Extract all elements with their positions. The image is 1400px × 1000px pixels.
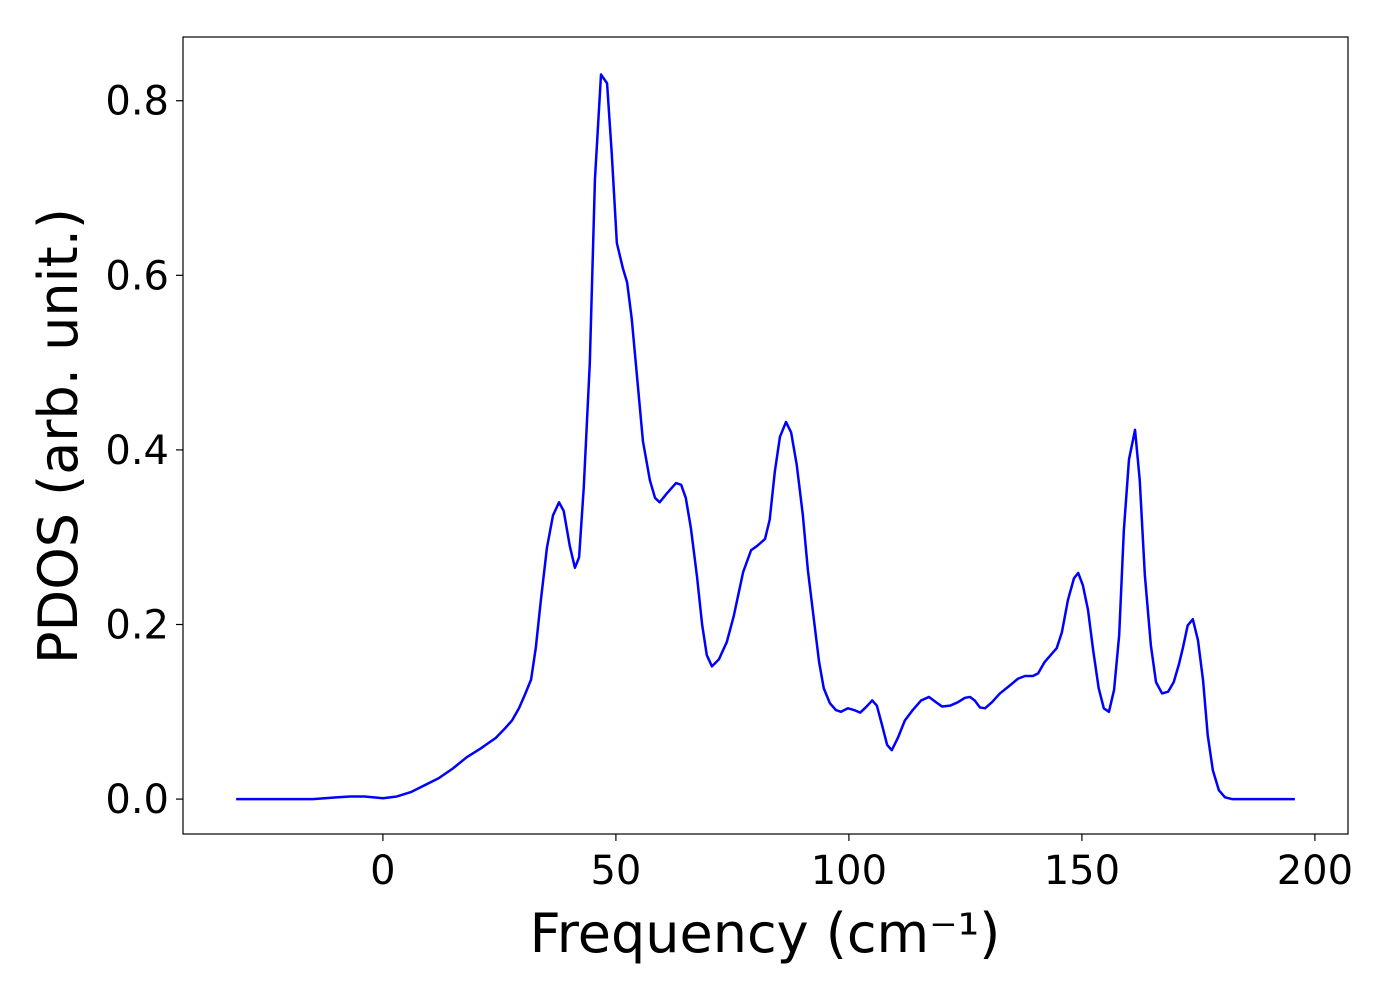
y-tick-label: 0.0 bbox=[105, 777, 169, 823]
y-axis-label: PDOS (arb. unit.) bbox=[27, 208, 90, 664]
x-tick-label: 200 bbox=[1277, 848, 1353, 894]
x-tick-label: 100 bbox=[811, 848, 887, 894]
y-tick-label: 0.4 bbox=[105, 428, 169, 474]
data-line bbox=[236, 73, 1295, 801]
y-tick-label: 0.8 bbox=[105, 79, 169, 125]
x-tick-label: 150 bbox=[1044, 848, 1120, 894]
y-tick-label: 0.6 bbox=[105, 253, 169, 299]
x-tick-label: 50 bbox=[590, 848, 641, 894]
x-tick-label: 0 bbox=[370, 848, 395, 894]
plot-frame bbox=[182, 36, 1349, 835]
x-axis-label: Frequency (cm⁻¹) bbox=[530, 902, 1001, 965]
y-tick-label: 0.2 bbox=[105, 602, 169, 648]
